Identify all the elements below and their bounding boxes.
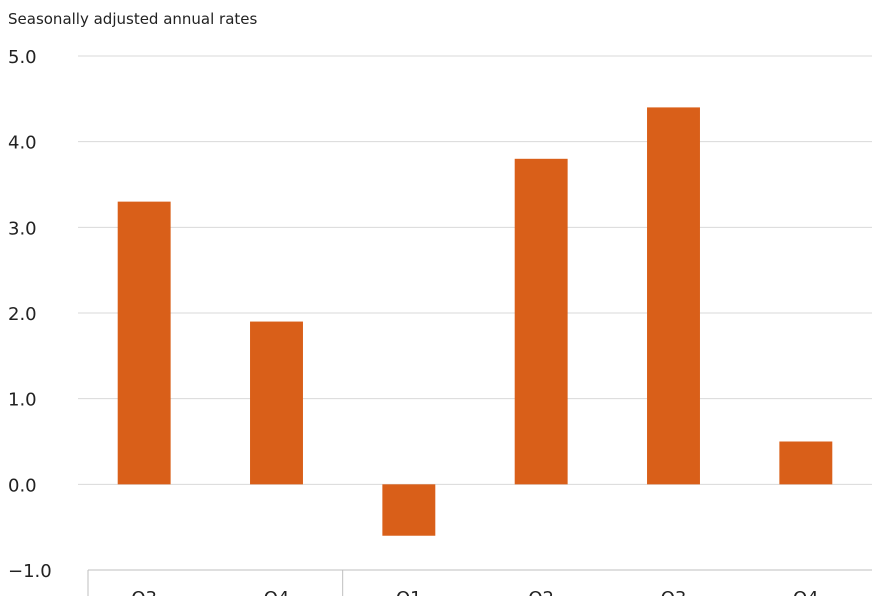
y-tick-label: 0.0 [8,475,37,496]
y-tick-label: −1.0 [8,561,52,582]
y-tick-label: 3.0 [8,218,37,239]
bar [647,107,700,485]
x-tick-label: Q2 [528,588,554,596]
x-tick-label: Q3 [661,588,687,596]
y-axis-tick-labels: 5.0 4.0 3.0 2.0 1.0 0.0 −1.0 [8,47,52,582]
x-tick-label: Q4 [264,588,290,596]
x-tick-label: Q1 [396,588,422,596]
y-tick-label: 4.0 [8,133,37,154]
bars [117,107,833,536]
bar [117,201,171,485]
gridlines [78,55,872,485]
x-axis: Q3 Q4 Q1 Q2 Q3 Q4 [87,569,872,596]
x-tick-label: Q3 [131,588,157,596]
y-tick-label: 1.0 [8,390,37,411]
bar [382,484,436,536]
chart-subtitle: Seasonally adjusted annual rates [8,10,258,28]
y-tick-label: 2.0 [8,304,37,325]
bar [250,321,303,485]
bar [779,441,833,485]
y-tick-label: 5.0 [8,47,37,68]
bar [514,158,568,485]
x-tick-label: Q4 [793,588,819,596]
